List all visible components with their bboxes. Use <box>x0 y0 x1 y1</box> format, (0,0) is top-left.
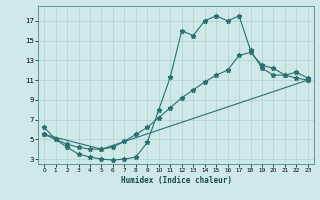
X-axis label: Humidex (Indice chaleur): Humidex (Indice chaleur) <box>121 176 231 185</box>
